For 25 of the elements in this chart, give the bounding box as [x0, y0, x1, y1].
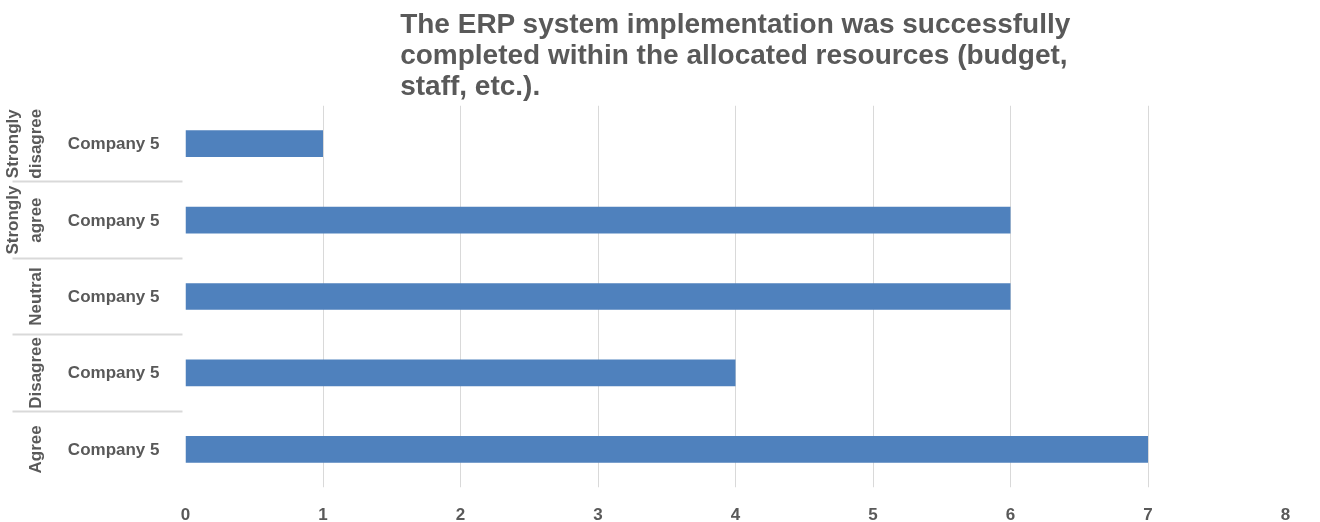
bar: [185, 359, 736, 387]
y-tick-label: Neutral: [25, 267, 45, 326]
bar: [185, 130, 323, 158]
chart-title: The ERP system implementation was successfully completed within the allocated resources (budget, staff, etc.).: [400, 7, 1071, 101]
y-tick-label: Agree: [25, 425, 45, 474]
x-tick-label: 0: [180, 504, 191, 522]
bar: [185, 283, 1011, 310]
x-tick-label: 4: [730, 504, 741, 522]
text: Company 5: [67, 287, 160, 306]
x-tick-label: 7: [1143, 504, 1153, 522]
x-tick-label: 1: [318, 504, 328, 522]
bar: [185, 206, 1011, 234]
bar: [185, 435, 1148, 463]
y-tick-label: Strongly agree: [3, 185, 45, 255]
y-tick-label: Disagree: [25, 336, 45, 409]
x-tick-label: 3: [593, 504, 603, 522]
text: Company 5: [67, 363, 160, 383]
x-tick-label: 2: [455, 504, 466, 522]
x-tick-label: 8: [1280, 504, 1291, 522]
x-tick-label: 6: [1005, 504, 1016, 522]
text: Company 5: [67, 210, 160, 230]
y-tick-label: Strongly disagree: [3, 108, 45, 179]
text: Company 5: [67, 439, 160, 459]
text: Company 5: [67, 134, 160, 154]
x-tick-label: 5: [868, 504, 878, 522]
